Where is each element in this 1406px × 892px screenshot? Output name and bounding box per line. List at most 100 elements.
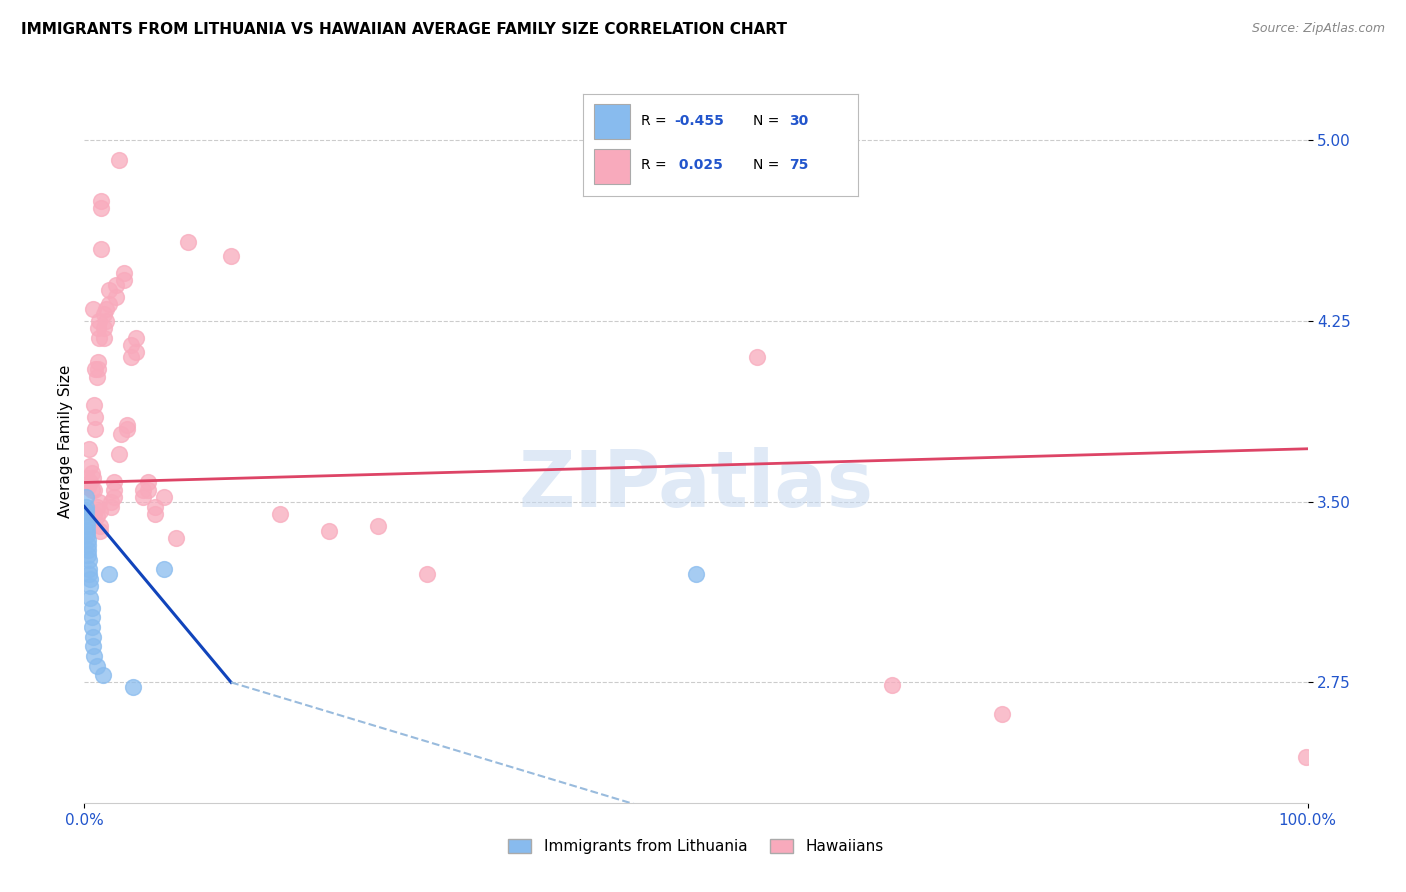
Point [103,490,125,504]
Point [90,242,112,256]
Point [83,483,105,497]
Point [97,567,120,582]
Point [89,504,111,518]
Point [90,194,112,208]
Point [80,483,103,497]
Point [77,538,100,552]
Point [76,471,98,485]
Point [120,351,142,365]
Point [165,531,187,545]
Point [367,519,389,533]
Text: 75: 75 [789,159,808,172]
Point [93,321,115,335]
Point [177,235,200,249]
Point [87,314,110,328]
Point [77,548,100,562]
Point [416,567,439,582]
Point [77,442,100,456]
Point [125,331,148,345]
Point [80,610,103,624]
Point [83,507,105,521]
Point [83,398,105,412]
Point [79,475,101,490]
Point [76,519,98,533]
Point [90,201,112,215]
Point [76,528,98,542]
Point [107,153,129,167]
Point [79,458,101,473]
Point [77,480,100,494]
Point [75,504,97,518]
Text: N =: N = [754,159,785,172]
Point [77,533,100,548]
Text: 0.025: 0.025 [673,159,723,172]
Point [87,362,110,376]
Text: ZIPatlas: ZIPatlas [519,447,873,523]
Point [84,362,107,376]
Point [132,483,155,497]
Point [80,466,103,480]
Point [75,500,97,514]
Point [86,500,108,514]
Point [143,500,166,514]
Point [93,307,115,321]
Point [112,266,135,280]
Point [880,678,903,692]
Bar [595,149,630,184]
Point [86,509,108,524]
Point [87,331,110,345]
Point [82,630,104,644]
Point [219,249,242,263]
Point [79,579,101,593]
Point [79,572,101,586]
Text: -0.455: -0.455 [673,114,724,128]
Point [143,507,166,521]
Point [153,490,176,504]
Point [96,314,118,328]
Point [991,706,1014,721]
Point [97,297,120,311]
Point [80,620,103,634]
Point [100,500,122,514]
Point [132,490,155,504]
Text: R =: R = [641,159,671,172]
Point [747,351,769,365]
Text: IMMIGRANTS FROM LITHUANIA VS HAWAIIAN AVERAGE FAMILY SIZE CORRELATION CHART: IMMIGRANTS FROM LITHUANIA VS HAWAIIAN AV… [21,22,787,37]
Point [87,355,110,369]
Point [84,410,107,425]
Point [105,290,128,304]
Point [76,514,98,528]
Text: N =: N = [754,114,785,128]
Point [685,567,707,582]
Point [75,490,97,504]
Text: R =: R = [641,114,671,128]
Point [107,446,129,460]
Point [86,369,108,384]
Point [75,509,97,524]
Point [82,640,104,654]
Point [82,301,104,317]
Point [153,562,176,576]
Point [77,562,100,576]
Point [125,345,148,359]
Point [86,658,108,673]
Point [80,600,103,615]
Point [77,542,100,557]
Text: Source: ZipAtlas.com: Source: ZipAtlas.com [1251,22,1385,36]
Point [89,524,111,538]
Point [96,301,118,317]
Point [84,423,107,437]
Point [89,519,111,533]
Y-axis label: Average Family Size: Average Family Size [58,365,73,518]
Point [87,321,110,335]
Point [93,331,115,345]
Point [120,338,142,352]
Point [105,277,128,292]
Point [136,475,159,490]
Point [122,680,145,694]
Point [1295,750,1317,764]
Text: 30: 30 [789,114,808,128]
Point [115,423,138,437]
Point [112,273,135,287]
Point [100,494,122,508]
